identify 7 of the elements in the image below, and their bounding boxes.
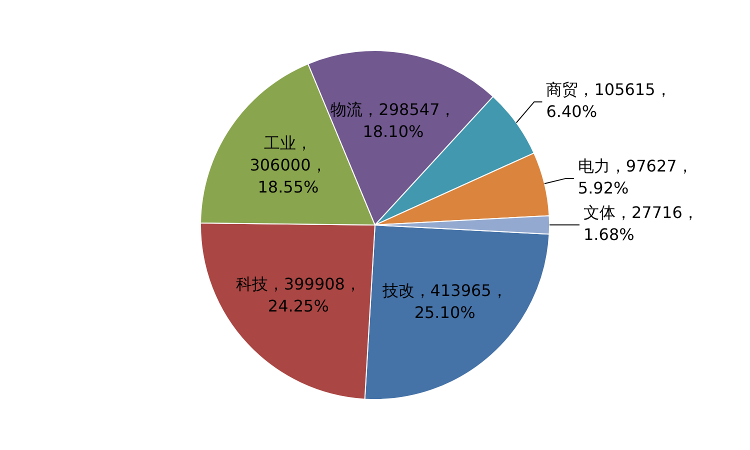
slice-label: 技改，413965， 25.10% — [381, 281, 508, 322]
slice-label: 商贸，105615， 6.40% — [546, 80, 672, 121]
slice-label: 电力，97627， 5.92% — [578, 156, 693, 198]
slice-label: 文体，27716， 1.68% — [584, 203, 698, 244]
slice-label: 物流，298547， 18.10% — [330, 100, 456, 142]
slice-label: 科技，399908， 24.25% — [236, 274, 361, 316]
slice-label: 工业， 306000， 18.55% — [250, 134, 327, 197]
